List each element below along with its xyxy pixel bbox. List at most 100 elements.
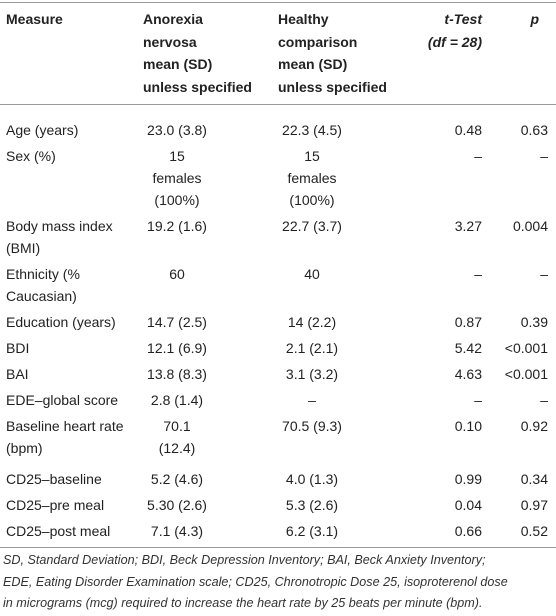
table-cell: – [400,261,486,309]
table-cell: 4.63 [400,361,486,387]
table-cell: 15 females (100%) [272,143,400,213]
cell-content: 70.1 (12.4) [143,415,211,459]
cell-line: females [287,169,337,186]
table-cell: 12.1 (6.9) [137,335,272,361]
table: Measure Anorexia nervosa mean (SD) unless sp… [0,2,556,548]
cell-content: 7.1 (4.3) [143,520,211,542]
cell-content: 15 females (100%) [143,145,211,211]
cell-line: 2.8 (1.4) [150,391,204,408]
cell-line: unless specified [278,79,387,96]
table-cell: BAI [0,361,137,387]
cell-line: CD25–baseline [6,470,102,487]
footnote-line: in micrograms (mcg) required to increase… [3,596,483,610]
cell-content: 5.30 (2.6) [143,494,211,516]
header-cell: Healthy comparison mean (SD) unless specifi… [272,3,400,105]
table-cell: 5.3 (2.6) [272,492,400,518]
cell-line: 6.2 (3.1) [285,522,339,539]
cell-content: 6.2 (3.1) [278,520,346,542]
table-cell: 2.1 (2.1) [272,335,400,361]
cell-line: 0.99 [454,470,482,487]
cell-line: CD25–pre meal [6,496,105,513]
table-cell: 0.10 [400,413,486,466]
table-cell: Baseline heart rate (bpm) [0,413,137,466]
table-cell: 6.2 (3.1) [272,518,400,548]
header-cell: t-Test (df = 28) [400,3,486,105]
cell-content: 5.2 (4.6) [143,468,211,490]
cell-content: 12.1 (6.9) [143,337,211,359]
table-cell: 23.0 (3.8) [137,104,272,143]
cell-line: 15 [169,147,185,164]
table-row: Age (years) 23.0 (3.8) 22.3 (4.5) 0.48 0.63 [0,104,556,143]
footnote: SD, Standard Deviation; BDI, Beck Depres… [3,550,508,615]
cell-line: 0.34 [520,470,548,487]
cell-line: t-Test [444,11,482,27]
table-cell: 7.1 (4.3) [137,518,272,548]
cell-content: – [278,389,346,411]
table-cell: EDE–global score [0,387,137,413]
table-header: Measure Anorexia nervosa mean (SD) unless sp… [0,3,556,105]
cell-content: 40 [278,263,346,285]
table-row: Body mass index (BMI) 19.2 (1.6) 22.7 (3.7)… [0,213,556,261]
cell-line: – [540,391,548,408]
table-cell: 0.66 [400,518,486,548]
cell-line: 3.27 [454,217,482,234]
cell-content: 15 females (100%) [278,145,346,211]
cell-line: (12.4) [158,439,196,456]
cell-line: (df = 28) [427,33,482,50]
cell-line: 2.1 (2.1) [285,339,339,356]
cell-content: 3.1 (3.2) [278,363,346,385]
table-body: Age (years) 23.0 (3.8) 22.3 (4.5) 0.48 0.63 S… [0,104,556,547]
table-cell: – [272,387,400,413]
table-cell: 0.004 [486,213,556,261]
table-cell: – [400,143,486,213]
cell-line: BAI [6,365,29,382]
table-cell: 5.30 (2.6) [137,492,272,518]
cell-content: 2.8 (1.4) [143,389,211,411]
cell-line: <0.001 [504,339,548,356]
cell-line: 5.3 (2.6) [285,496,339,513]
table-cell: CD25–post meal [0,518,137,548]
cell-line: 0.87 [454,313,482,330]
cell-content: 22.7 (3.7) [278,215,346,237]
cell-content: 13.8 (8.3) [143,363,211,385]
table-cell: 4.0 (1.3) [272,466,400,492]
cell-line: 19.2 (1.6) [147,217,207,234]
table-row: CD25–pre meal 5.30 (2.6) 5.3 (2.6) 0.04 0.97 [0,492,556,518]
table-cell: 22.3 (4.5) [272,104,400,143]
header-cell: Measure [0,3,137,105]
cell-line: 3.1 (3.2) [285,365,339,382]
table-row: Ethnicity (% Caucasian) 60 40 – – [0,261,556,309]
table-cell: CD25–baseline [0,466,137,492]
cell-line: 0.004 [512,217,548,234]
table-cell: Sex (%) [0,143,137,213]
cell-line: Body mass index [6,217,113,234]
table-row: CD25–baseline 5.2 (4.6) 4.0 (1.3) 0.99 0.34 [0,466,556,492]
table-cell: 3.27 [400,213,486,261]
cell-line: Healthy [278,11,329,27]
cell-line: (BMI) [6,239,41,256]
cell-content: 19.2 (1.6) [143,215,211,237]
cell-line: – [540,147,548,164]
table-cell: 0.04 [400,492,486,518]
cell-line: <0.001 [504,365,548,382]
cell-content: 23.0 (3.8) [143,119,211,141]
table-cell: 0.52 [486,518,556,548]
table-cell: <0.001 [486,361,556,387]
cell-content: 60 [143,263,211,285]
cell-line: 0.63 [520,121,548,138]
cell-line: 0.97 [520,496,548,513]
cell-line: 23.0 (3.8) [147,121,207,138]
cell-line: (bpm) [6,439,43,456]
cell-line: unless specified [143,79,252,96]
cell-line: 0.04 [454,496,482,513]
table-cell: Ethnicity (% Caucasian) [0,261,137,309]
table-row: BDI 12.1 (6.9) 2.1 (2.1) 5.42 <0.001 [0,335,556,361]
table-cell: 0.92 [486,413,556,466]
cell-line: 7.1 (4.3) [150,522,204,539]
table-cell: 14.7 (2.5) [137,309,272,335]
cell-line: nervosa [143,33,197,50]
cell-line: Age (years) [6,121,79,138]
table-cell: 2.8 (1.4) [137,387,272,413]
table-cell: 0.97 [486,492,556,518]
